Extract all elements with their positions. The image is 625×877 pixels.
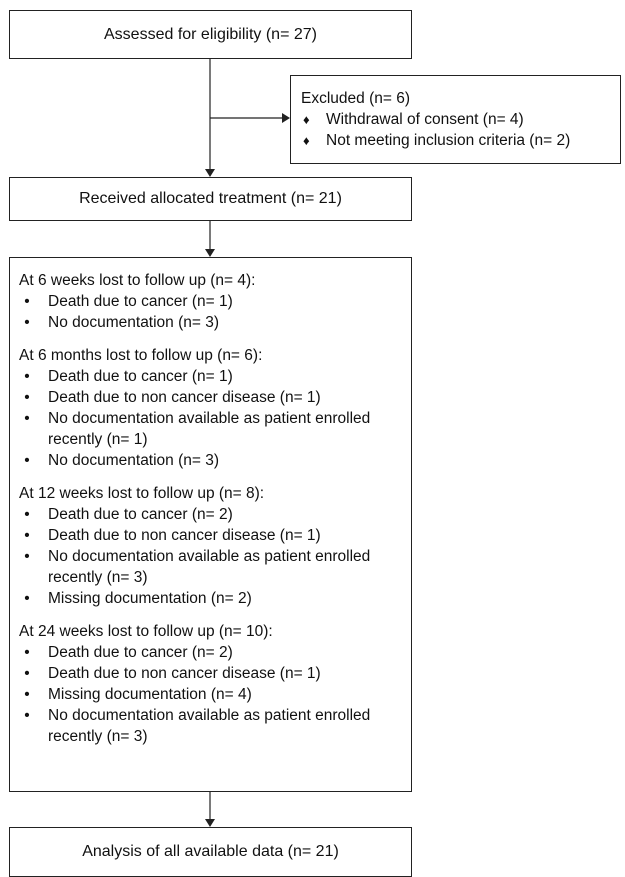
- followup-item-text: Death due to non cancer disease (n= 1): [48, 389, 321, 406]
- followup-item-text: No documentation (n= 3): [48, 314, 220, 331]
- followup-item: • No documentation (n= 3): [19, 450, 411, 471]
- followup-item-text: Death due to non cancer disease (n= 1): [48, 665, 321, 682]
- followup-item: • Death due to cancer (n= 2): [19, 504, 411, 525]
- followup-item-text: Death due to cancer (n= 2): [48, 506, 233, 523]
- treatment-label: Received allocated treatment (n= 21): [79, 190, 342, 207]
- bullet-icon: •: [24, 527, 30, 544]
- arrowhead-excluded: [282, 113, 290, 123]
- followup-item: • Missing documentation (n= 4): [19, 684, 411, 705]
- bullet-icon: •: [24, 314, 30, 331]
- excluded-item-text: Not meeting inclusion criteria (n= 2): [326, 132, 571, 149]
- followup-item: • No documentation available as patient e…: [19, 705, 411, 747]
- box-excluded: Excluded (n= 6) ♦ Withdrawal of consent …: [290, 75, 621, 164]
- followup-item: • No documentation (n= 3): [19, 312, 411, 333]
- box-analysis: Analysis of all available data (n= 21): [9, 827, 412, 877]
- followup-item: • No documentation available as patient e…: [19, 408, 411, 450]
- bullet-icon: •: [24, 686, 30, 703]
- followup-item-text: Death due to cancer (n= 2): [48, 644, 233, 661]
- diamond-bullet-icon: ♦: [303, 133, 310, 148]
- followup-item-text: No documentation (n= 3): [48, 452, 220, 469]
- bullet-icon: •: [24, 665, 30, 682]
- bullet-icon: •: [24, 644, 30, 661]
- followup-item-text: No documentation available as patient en…: [48, 548, 371, 586]
- arrowhead-followup: [205, 249, 215, 257]
- analysis-label: Analysis of all available data (n= 21): [82, 843, 339, 860]
- followup-item: • Death due to non cancer disease (n= 1): [19, 387, 411, 408]
- bullet-icon: •: [24, 293, 30, 310]
- bullet-icon: •: [24, 590, 30, 607]
- followup-section-6-months: At 6 months lost to follow up (n= 6): • D…: [19, 345, 411, 471]
- followup-item: • Death due to non cancer disease (n= 1): [19, 663, 411, 684]
- diamond-bullet-icon: ♦: [303, 112, 310, 127]
- followup-item: • Death due to cancer (n= 2): [19, 642, 411, 663]
- excluded-item: ♦ Not meeting inclusion criteria (n= 2): [301, 130, 620, 151]
- followup-item-text: Missing documentation (n= 4): [48, 686, 252, 703]
- followup-item-text: Death due to cancer (n= 1): [48, 293, 233, 310]
- assessed-label: Assessed for eligibility (n= 27): [104, 25, 317, 43]
- followup-section-title: At 6 weeks lost to follow up (n= 4):: [19, 272, 256, 289]
- bullet-icon: •: [24, 368, 30, 385]
- excluded-item-text: Withdrawal of consent (n= 4): [326, 111, 524, 128]
- arrowhead-analysis: [205, 819, 215, 827]
- followup-section-6-weeks: At 6 weeks lost to follow up (n= 4): • De…: [19, 270, 411, 333]
- followup-item: • No documentation available as patient e…: [19, 546, 411, 588]
- bullet-icon: •: [24, 452, 30, 469]
- bullet-icon: •: [24, 506, 30, 523]
- followup-item-text: Missing documentation (n= 2): [48, 590, 252, 607]
- followup-item-text: Death due to non cancer disease (n= 1): [48, 527, 321, 544]
- followup-item: • Missing documentation (n= 2): [19, 588, 411, 609]
- followup-section-title: At 24 weeks lost to follow up (n= 10):: [19, 623, 273, 640]
- box-lost-to-followup: At 6 weeks lost to follow up (n= 4): • De…: [9, 257, 412, 792]
- arrowhead-treatment: [205, 169, 215, 177]
- box-treatment: Received allocated treatment (n= 21): [9, 177, 412, 221]
- excluded-title: Excluded (n= 6): [301, 90, 410, 107]
- bullet-icon: •: [24, 707, 30, 724]
- followup-item-text: No documentation available as patient en…: [48, 707, 371, 745]
- followup-section-title: At 6 months lost to follow up (n= 6):: [19, 347, 263, 364]
- followup-item: • Death due to cancer (n= 1): [19, 291, 411, 312]
- followup-item-text: Death due to cancer (n= 1): [48, 368, 233, 385]
- bullet-icon: •: [24, 389, 30, 406]
- followup-section-12-weeks: At 12 weeks lost to follow up (n= 8): • D…: [19, 483, 411, 609]
- bullet-icon: •: [24, 410, 30, 427]
- followup-item: • Death due to non cancer disease (n= 1): [19, 525, 411, 546]
- followup-item-text: No documentation available as patient en…: [48, 410, 371, 448]
- box-assessed: Assessed for eligibility (n= 27): [9, 10, 412, 59]
- excluded-item: ♦ Withdrawal of consent (n= 4): [301, 109, 620, 130]
- followup-section-title: At 12 weeks lost to follow up (n= 8):: [19, 485, 265, 502]
- bullet-icon: •: [24, 548, 30, 565]
- followup-section-24-weeks: At 24 weeks lost to follow up (n= 10): •…: [19, 621, 411, 747]
- followup-item: • Death due to cancer (n= 1): [19, 366, 411, 387]
